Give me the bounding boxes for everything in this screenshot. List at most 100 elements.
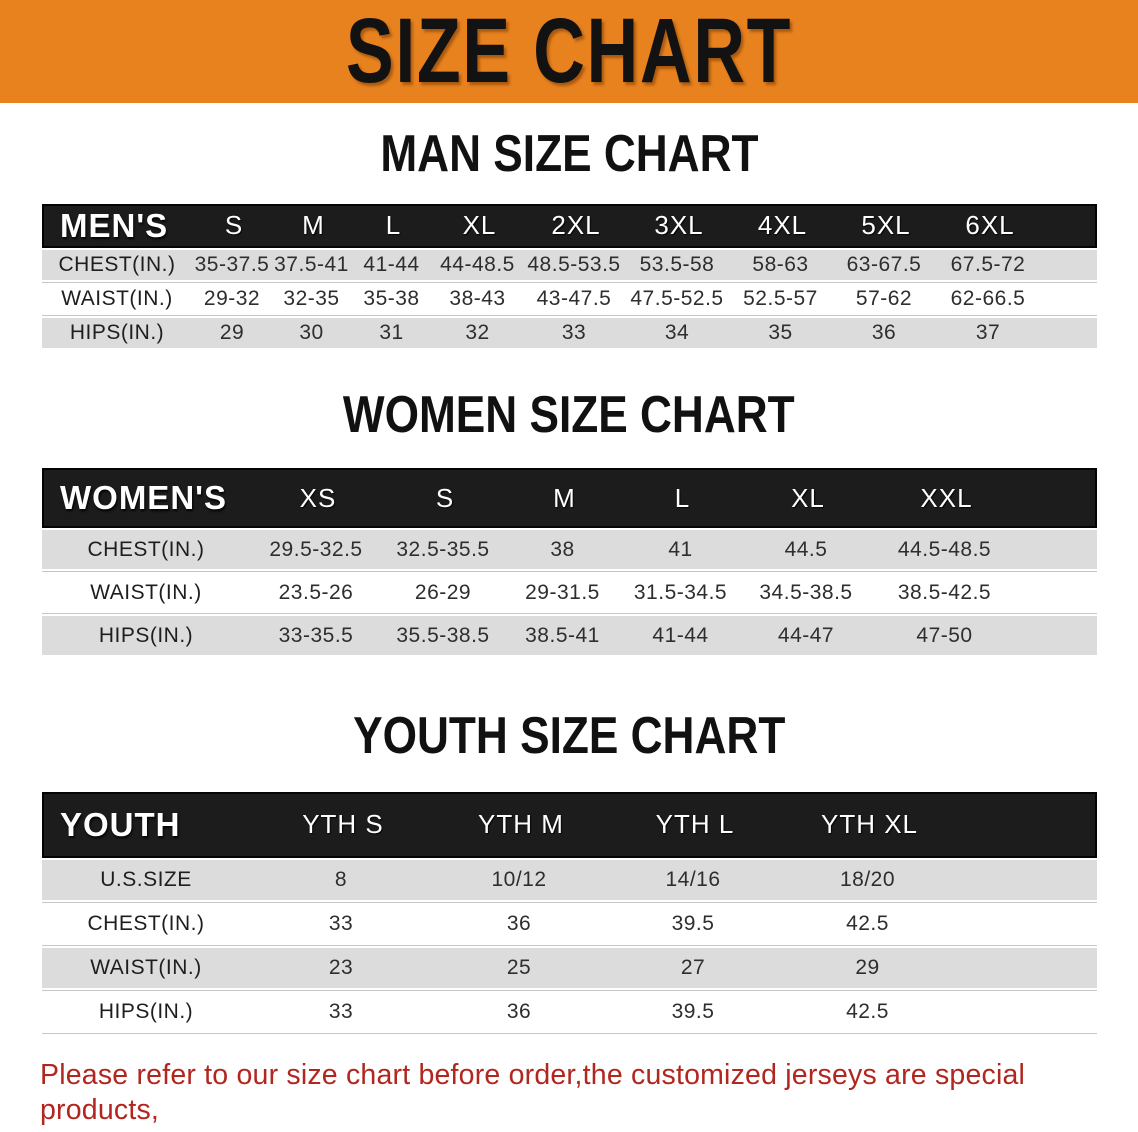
size-value: 57-62 (855, 286, 913, 310)
table-corner-label: WOMEN'S (60, 479, 228, 517)
size-column-header: XL (791, 482, 825, 513)
size-value: 33 (328, 999, 354, 1023)
size-value: 63-67.5 (846, 252, 922, 276)
size-value: 41 (668, 537, 693, 561)
man-size-table: MEN'S S M L XL 2XL 3XL 4XL 5XL 6XL CHEST(IN.) 35-37… (42, 203, 1097, 350)
table-row: CHEST(IN.) 29.5-32.5 32.5-35.5 38 41 44.5 44.5… (42, 528, 1097, 572)
table-corner-label: YOUTH (60, 805, 181, 843)
size-value: 35-38 (363, 286, 420, 310)
size-value: 53.5-58 (639, 252, 715, 276)
size-value: 35.5-38.5 (396, 623, 490, 647)
size-value: 38.5-42.5 (897, 580, 992, 604)
size-value: 32.5-35.5 (396, 537, 490, 561)
size-value: 33-35.5 (278, 623, 354, 647)
size-value: 38.5-41 (525, 623, 600, 647)
size-value: 14/16 (665, 867, 721, 891)
size-value: 37 (975, 320, 1001, 344)
size-value: 58-63 (752, 252, 809, 276)
size-value: 10/12 (491, 867, 547, 891)
size-value: 31.5-34.5 (633, 580, 728, 604)
youth-size-chart-title: YOUTH SIZE CHART (0, 709, 1138, 764)
size-column-header: S (435, 482, 455, 513)
size-column-header: L (385, 210, 402, 241)
size-column-header: S (224, 210, 244, 241)
row-label: WAIST(IN.) (90, 580, 202, 604)
row-label: CHEST(IN.) (87, 537, 205, 561)
size-column-header: 5XL (861, 210, 911, 241)
size-value: 34 (664, 320, 690, 344)
size-value: 36 (506, 911, 532, 935)
table-row: CHEST(IN.) 33 36 39.5 42.5 (42, 901, 1097, 946)
size-value: 26-29 (414, 580, 472, 604)
size-value: 29 (855, 955, 880, 979)
size-column-header: M (302, 210, 325, 241)
table-row: HIPS(IN.) 29 30 31 32 33 34 35 36 37 (42, 315, 1097, 350)
size-value: 39.5 (671, 999, 715, 1023)
size-column-header: 3XL (654, 210, 704, 241)
size-column-header: 6XL (965, 210, 1015, 241)
size-value: 62-66.5 (950, 286, 1026, 310)
size-value: 44.5-48.5 (897, 537, 992, 561)
size-value: 36 (871, 320, 897, 344)
row-label: U.S.SIZE (100, 867, 192, 891)
size-value: 23 (328, 955, 354, 979)
table-header-row: YOUTH YTH S YTH M YTH L YTH XL (42, 791, 1097, 858)
size-value: 38 (550, 537, 575, 561)
women-size-chart-title: WOMEN SIZE CHART (0, 385, 1138, 444)
row-label: HIPS(IN.) (69, 320, 165, 344)
size-value: 29-32 (203, 286, 261, 310)
size-value: 31 (379, 320, 404, 344)
size-value: 29-31.5 (525, 580, 600, 604)
youth-size-table: YOUTH YTH S YTH M YTH L YTH XL U.S.SIZE 8 10/12… (42, 791, 1097, 1034)
disclaimer: Please refer to our size chart before or… (40, 1058, 1138, 1132)
size-value: 33 (328, 911, 354, 935)
size-value: 39.5 (671, 911, 715, 935)
size-value: 47-50 (916, 623, 973, 647)
size-value: 52.5-57 (743, 286, 818, 310)
man-size-chart-title: MAN SIZE CHART (0, 127, 1138, 182)
size-column-header: 2XL (551, 210, 601, 241)
table-row: WAIST(IN.) 29-32 32-35 35-38 38-43 43-47.5 47.… (42, 281, 1097, 316)
table-row: WAIST(IN.) 23 25 27 29 (42, 945, 1097, 990)
size-value: 18/20 (839, 867, 896, 891)
size-value: 47.5-52.5 (630, 286, 724, 310)
size-value: 41-44 (652, 623, 709, 647)
size-value: 42.5 (846, 999, 889, 1023)
size-value: 8 (334, 867, 348, 891)
size-column-header: L (674, 482, 691, 513)
table-corner-label: MEN'S (60, 206, 169, 244)
size-chart-banner: SIZE CHART (0, 0, 1138, 103)
size-value: 30 (299, 320, 324, 344)
table-row: WAIST(IN.) 23.5-26 26-29 29-31.5 31.5-34.5 34… (42, 571, 1097, 615)
table-header-row: MEN'S S M L XL 2XL 3XL 4XL 5XL 6XL (42, 203, 1097, 248)
size-value: 23.5-26 (278, 580, 354, 604)
size-value: 44-47 (777, 623, 835, 647)
table-row: HIPS(IN.) 33-35.5 35.5-38.5 38.5-41 41-44 44-… (42, 614, 1097, 658)
size-value: 37.5-41 (274, 252, 349, 276)
size-value: 43-47.5 (536, 286, 612, 310)
row-label: CHEST(IN.) (58, 252, 176, 276)
size-column-header: XS (299, 482, 337, 513)
size-column-header: YTH M (478, 809, 564, 840)
size-value: 32-35 (283, 286, 340, 310)
size-value: 48.5-53.5 (527, 252, 621, 276)
size-column-header: M (553, 482, 576, 513)
row-label: WAIST(IN.) (90, 955, 202, 979)
size-value: 67.5-72 (950, 252, 1026, 276)
size-value: 42.5 (846, 911, 889, 935)
size-value: 34.5-38.5 (759, 580, 853, 604)
size-column-header: 4XL (757, 210, 808, 241)
table-row: HIPS(IN.) 33 36 39.5 42.5 (42, 989, 1097, 1034)
banner-title: SIZE CHART (345, 0, 793, 102)
size-value: 38-43 (449, 286, 506, 310)
size-value: 27 (680, 955, 706, 979)
women-size-chart-title-text: WOMEN SIZE CHART (343, 385, 795, 444)
size-column-header: XXL (920, 482, 973, 513)
table-row: U.S.SIZE 8 10/12 14/16 18/20 (42, 857, 1097, 902)
row-label: CHEST(IN.) (87, 911, 205, 935)
size-value: 29.5-32.5 (269, 537, 363, 561)
size-value: 35 (768, 320, 793, 344)
row-label: HIPS(IN.) (98, 623, 194, 647)
size-value: 32 (465, 320, 490, 344)
size-value: 35-37.5 (194, 252, 270, 276)
